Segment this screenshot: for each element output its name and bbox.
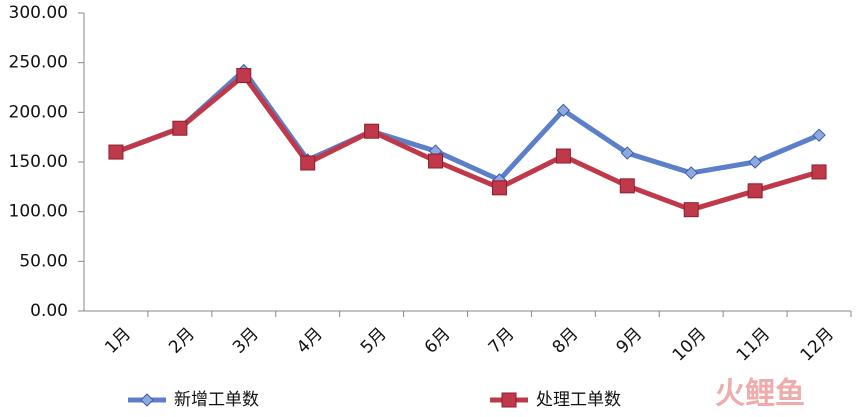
x-tick-label: 1月 <box>101 324 135 358</box>
y-tick-label: 0.00 <box>30 301 68 321</box>
x-tick-label: 7月 <box>485 324 519 358</box>
marker <box>491 180 507 196</box>
watermark: 火鲤鱼 <box>715 377 805 412</box>
marker <box>556 103 571 118</box>
y-tick-label: 200.00 <box>9 102 68 122</box>
marker <box>683 202 699 218</box>
y-tick-label: 100.00 <box>9 202 68 222</box>
x-tick-label: 2月 <box>165 324 199 358</box>
x-tick-label: 5月 <box>357 324 391 358</box>
y-tick-label: 150.00 <box>9 152 68 172</box>
y-tick-label: 300.00 <box>9 3 68 23</box>
y-tick-label: 250.00 <box>9 53 68 73</box>
x-tick-label: 6月 <box>421 324 455 358</box>
marker <box>108 144 124 160</box>
marker <box>501 392 517 408</box>
marker <box>748 155 762 169</box>
marker <box>684 166 698 180</box>
legend-label: 新增工单数 <box>174 390 259 410</box>
marker <box>555 148 571 164</box>
marker <box>140 393 154 407</box>
marker <box>364 123 380 139</box>
series-line <box>115 68 821 183</box>
x-tick-label: 10月 <box>669 324 710 365</box>
marker <box>236 68 252 84</box>
marker <box>172 120 188 136</box>
x-tick-label: 8月 <box>549 324 583 358</box>
legend-label: 处理工单数 <box>536 390 621 410</box>
marker <box>811 164 827 180</box>
marker <box>428 153 444 169</box>
marker <box>300 155 316 171</box>
x-tick-label: 3月 <box>229 324 263 358</box>
marker <box>747 183 763 199</box>
series-line <box>115 73 820 213</box>
x-tick-label: 9月 <box>613 324 647 358</box>
y-tick-label: 50.00 <box>19 251 68 271</box>
marker <box>812 128 826 142</box>
marker <box>619 178 635 194</box>
x-tick-label: 4月 <box>293 324 327 358</box>
marker <box>620 146 634 160</box>
x-tick-label: 11月 <box>733 324 774 365</box>
x-tick-label: 12月 <box>797 324 838 365</box>
